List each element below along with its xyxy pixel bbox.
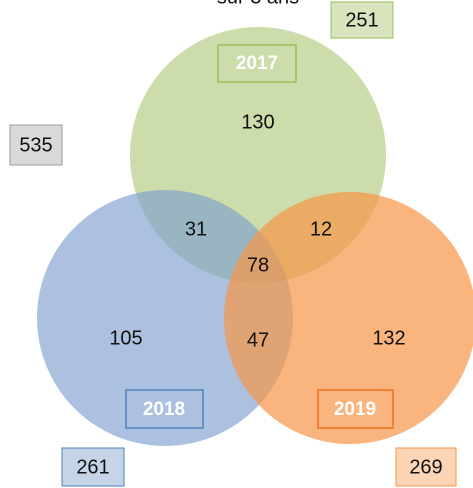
set-label-2019: 2019 [334,399,376,420]
circle-2018 [37,190,293,446]
total-box-2019 [395,447,457,487]
overlap-2018-2019: 47 [247,329,269,351]
total-2019: 269 [409,456,442,478]
overlap-2017-2018: 31 [185,218,207,240]
only-2018: 105 [109,327,142,349]
label-box-2018 [125,389,204,429]
total-box-2018 [61,447,125,487]
total-2017: 251 [345,9,378,31]
label-box-2019 [317,389,394,429]
total-box-2017 [330,1,394,39]
circle-2019 [224,192,473,444]
total-2018: 261 [76,456,109,478]
overlap-2017-2019: 12 [310,218,332,240]
overlap-all: 78 [247,254,269,276]
outside-count: 535 [19,134,52,156]
title: sur 3 ans [217,0,299,8]
outside-box [9,124,63,166]
set-label-2017: 2017 [236,53,278,74]
only-2019: 132 [372,327,405,349]
only-2017: 130 [241,111,274,133]
label-box-2017 [217,44,297,83]
set-label-2018: 2018 [143,399,185,420]
